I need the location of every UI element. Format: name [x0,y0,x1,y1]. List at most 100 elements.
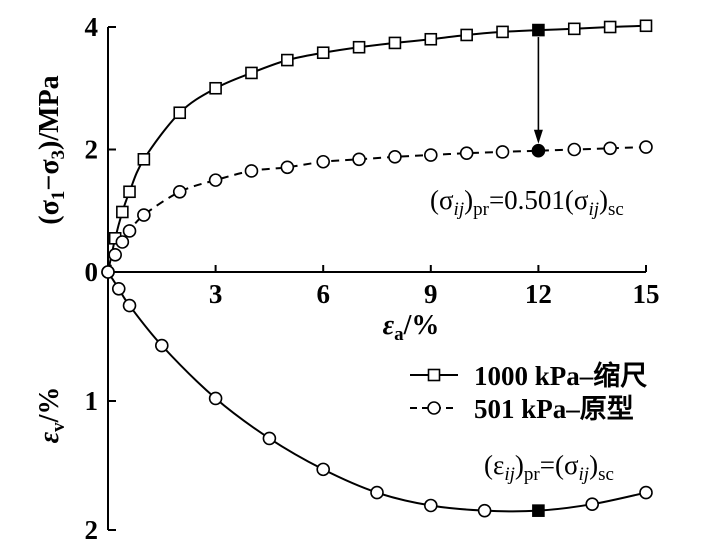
y-tick-label: 4 [85,12,99,42]
annotation-text: (σ [430,185,454,215]
data-point-circle [280,160,295,175]
data-point-circle [639,485,653,500]
y-tick-label: 1 [85,386,99,416]
data-point-circle [101,265,115,279]
data-point-square [352,40,366,54]
y-label-unit: /% [34,387,65,424]
data-point-square [316,46,330,60]
data-point-square [116,205,129,219]
y-tick-label: 0 [85,257,99,287]
annotation-text: ) [589,450,598,480]
annotation-text: ) [515,450,524,480]
data-point-circle [423,148,438,162]
legend-entry-dashed-circle: 501 kPa–原型 [410,394,634,424]
data-point-circle [477,503,492,518]
y-label-text: (σ [34,199,65,224]
data-point-circle [115,235,130,249]
y-tick-label: 2 [85,135,99,165]
data-point-square [460,28,473,42]
lower-y-axis-label: εv/% [34,387,69,444]
data-point-circle [108,248,122,262]
data-point-circle [208,173,223,187]
highlighted-data-point [532,23,545,37]
data-point-circle [603,141,617,156]
data-point-circle [459,146,474,160]
annotation-text: =(σ [540,450,579,480]
annotation-subscript: sc [598,464,614,485]
strain-equality-annotation: (εij)pr=(σij)sc [484,450,614,485]
data-point-square [496,25,509,39]
upper-y-axis-label: (σ1−σ3)/MPa [34,75,69,224]
y-label-unit: )/MPa [34,75,65,150]
data-point-circle [262,431,277,446]
y-label-subscript: 3 [48,150,69,160]
data-point-square [424,32,438,46]
annotation-text: ) [599,185,608,215]
annotation-subscript: ij [588,199,599,220]
data-point-circle [639,140,653,154]
data-point-circle [122,224,137,238]
data-point-circle [585,497,600,512]
data-point-square [123,185,136,199]
x-tick-label: 15 [633,279,660,309]
x-tick-label: 3 [209,279,223,309]
data-point-circle [137,208,151,222]
series-line [107,24,647,273]
annotation-text: =0.501(σ [489,185,589,215]
x-tick-label: 9 [424,279,438,309]
data-point-circle [155,338,169,353]
y-label-subscript: 1 [48,191,69,201]
legend-circle-marker [427,401,441,415]
data-point-square [173,106,187,120]
data-point-square [245,66,258,80]
x-tick-label: 6 [316,279,330,309]
data-point-circle [208,391,223,406]
arrow-head [533,129,543,144]
data-point-circle [388,150,402,164]
x-tick-label: 12 [525,279,552,309]
data-point-circle [370,485,384,500]
annotation-text: ) [464,185,473,215]
annotation-subscript: pr [524,464,541,485]
y-label-subscript: v [48,422,69,432]
highlighted-data-point [531,143,546,158]
legend-square-marker [427,368,441,382]
legend-label: 1000 kPa–缩尺 [474,360,647,391]
annotation-subscript: ij [454,199,465,220]
highlighted-data-point [532,504,545,517]
data-point-circle [495,145,510,159]
data-point-square [281,53,294,67]
annotation-subscript: ij [579,464,590,485]
annotation-subscript: pr [473,199,490,220]
data-point-circle [244,164,259,178]
data-point-square [567,22,581,36]
data-point-circle [423,498,438,513]
annotation-subscript: sc [608,199,624,220]
x-label-subscript: a [394,324,404,345]
x-label-symbol: ε [383,310,395,341]
legend: 1000 kPa–缩尺 501 kPa–原型 [410,360,647,424]
data-point-square [388,36,402,50]
x-label-unit: /% [403,310,440,341]
legend-label: 501 kPa–原型 [474,394,634,424]
data-point-circle [567,142,582,157]
y-label-symbol: ε [34,431,65,443]
data-point-circle [172,184,187,199]
data-point-circle [352,152,366,167]
annotation-text: (ε [484,450,504,480]
y-tick-label: 2 [85,515,99,545]
legend-entry-solid-square: 1000 kPa–缩尺 [410,360,647,391]
stress-ratio-annotation: (σij)pr=0.501(σij)sc [430,185,624,220]
data-point-square [209,81,222,95]
y-label-text: −σ [34,159,65,191]
data-point-circle [316,154,331,169]
data-point-circle [122,298,137,313]
x-axis-label: εa/% [383,310,440,345]
data-point-circle [316,462,331,477]
data-point-square [639,19,653,33]
data-point-square [603,20,617,34]
data-point-square [137,153,151,166]
